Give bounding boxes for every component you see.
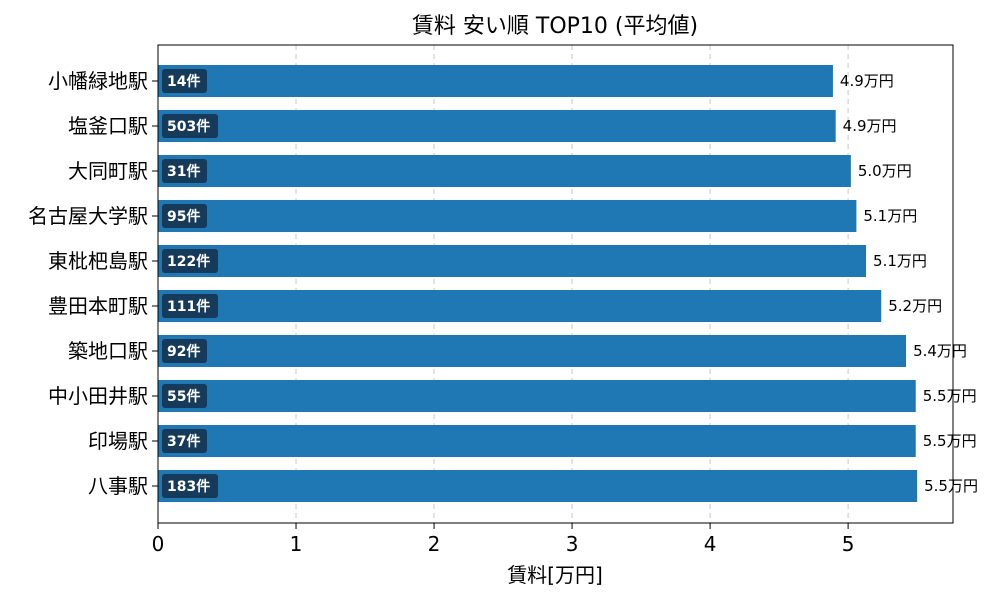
x-tick-label: 4 [704, 532, 717, 556]
x-ticks: 0 1 2 3 4 5 [152, 80, 855, 556]
category-label: 豊田本町駅 [48, 294, 148, 318]
bar [158, 470, 918, 502]
value-label: 4.9万円 [843, 117, 897, 135]
count-badge [162, 114, 218, 138]
x-tick-label: 0 [152, 532, 165, 556]
x-axis-label: 賃料[万円] [507, 563, 603, 587]
value-label: 5.2万円 [888, 297, 942, 315]
value-label: 4.9万円 [840, 72, 894, 90]
count-badge [162, 69, 207, 93]
chart-title: 賃料 安い順 TOP10 (平均値) [412, 14, 698, 39]
count-badge [162, 474, 218, 498]
bar [158, 245, 867, 277]
value-label: 5.0万円 [858, 162, 912, 180]
count-label: 122件 [167, 253, 210, 270]
plot-frame [157, 44, 954, 524]
category-label: 築地口駅 [68, 339, 148, 363]
x-tick-label: 5 [842, 532, 855, 556]
count-badge [162, 294, 218, 318]
bar [158, 290, 882, 322]
category-label: 印場駅 [88, 429, 148, 453]
value-label: 5.1万円 [873, 252, 927, 270]
category-label: 中小田井駅 [48, 384, 148, 408]
category-label: 八事駅 [88, 474, 148, 498]
bar [158, 200, 857, 232]
category-label: 名古屋大学駅 [28, 204, 148, 228]
value-label: 5.4万円 [913, 342, 967, 360]
value-label: 5.5万円 [923, 432, 977, 450]
bar [158, 335, 907, 367]
count-label: 14件 [167, 73, 200, 90]
x-tick-label: 1 [290, 532, 303, 556]
bars [158, 65, 918, 502]
count-label: 31件 [167, 163, 200, 180]
count-label: 503件 [167, 118, 210, 135]
count-label: 55件 [167, 388, 200, 405]
x-tick-label: 3 [566, 532, 579, 556]
value-label: 5.5万円 [924, 477, 978, 495]
bar [158, 425, 916, 457]
count-badge [162, 204, 207, 228]
count-badge [162, 339, 207, 363]
category-label: 大同町駅 [68, 159, 148, 183]
count-label: 92件 [167, 343, 200, 360]
category-label: 小幡緑地駅 [48, 69, 148, 93]
count-label: 183件 [167, 478, 210, 495]
count-badge [162, 159, 207, 183]
count-badge [162, 429, 207, 453]
value-label: 5.5万円 [923, 387, 977, 405]
x-tick-label: 2 [428, 532, 441, 556]
bar [158, 65, 833, 97]
category-label: 塩釜口駅 [68, 114, 148, 138]
count-badge [162, 384, 207, 408]
count-badge [162, 249, 218, 273]
bar [158, 380, 916, 412]
count-label: 111件 [167, 298, 210, 315]
bar [158, 155, 851, 187]
category-label: 東枇杷島駅 [48, 249, 148, 273]
count-label: 37件 [167, 433, 200, 450]
count-label: 95件 [167, 208, 200, 225]
value-label: 5.1万円 [863, 207, 917, 225]
bar [158, 110, 836, 142]
